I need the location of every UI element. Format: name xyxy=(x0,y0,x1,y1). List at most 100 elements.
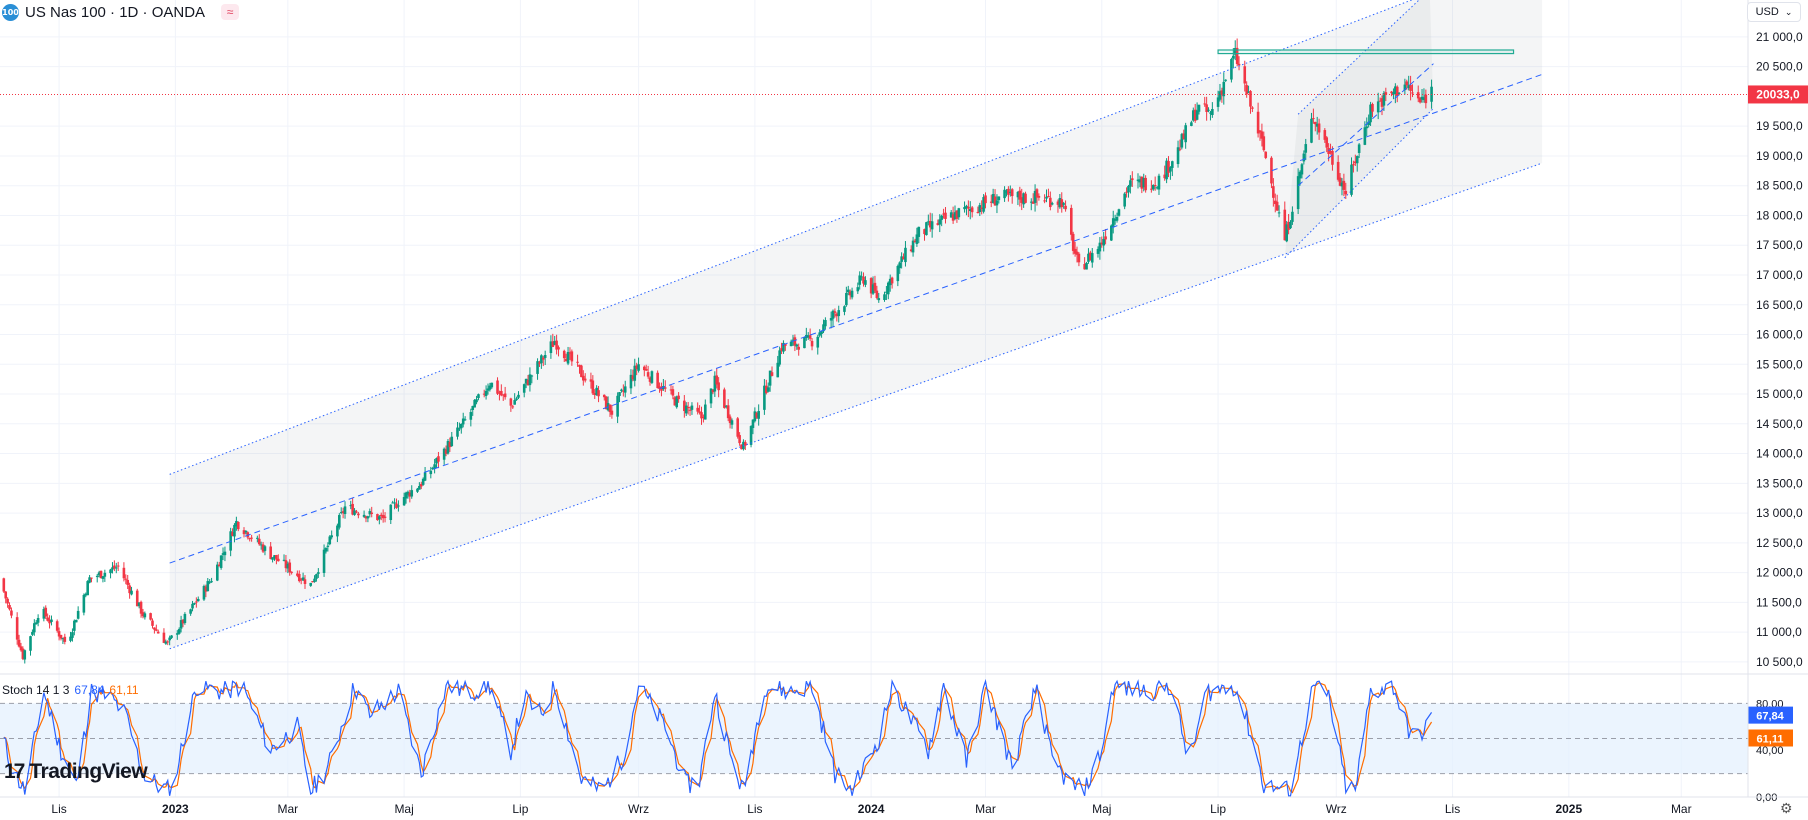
candle-body xyxy=(698,411,701,413)
tradingview-logo[interactable]: 17 TradingView xyxy=(4,760,148,784)
candle-body xyxy=(580,365,583,378)
candle-body xyxy=(1062,203,1065,205)
candle-body xyxy=(620,389,623,391)
candle-body xyxy=(886,282,890,295)
candle-body xyxy=(116,565,120,567)
symbol-legend[interactable]: 100 US Nas 100 · 1D · OANDA ≈ xyxy=(2,2,240,22)
candle-body xyxy=(1262,136,1266,151)
gear-icon[interactable]: ⚙ xyxy=(1780,800,1793,816)
trendline-drawings[interactable] xyxy=(169,0,1543,650)
candle-body xyxy=(1315,123,1319,127)
price-tick-label: 18 000,0 xyxy=(1756,208,1803,222)
candle-body xyxy=(1007,188,1010,195)
candle-body xyxy=(141,612,145,617)
candle-body xyxy=(379,514,383,517)
candle-body xyxy=(175,633,179,635)
stoch-d-value: 61,11 xyxy=(109,683,139,697)
stoch-legend[interactable]: Stoch 14 1 3 67,84 61,11 xyxy=(2,683,139,697)
candle-body xyxy=(1167,161,1170,173)
candle-body xyxy=(724,405,728,407)
candle-body xyxy=(515,398,518,400)
candle-body xyxy=(1420,96,1424,100)
candle-body xyxy=(776,362,780,378)
candle-body xyxy=(1397,92,1401,94)
candle-body xyxy=(19,646,23,651)
candle-body xyxy=(364,516,368,519)
candle-body xyxy=(793,337,797,346)
candle-body xyxy=(730,420,734,425)
candle-body xyxy=(1008,191,1012,193)
candle-body xyxy=(463,419,467,421)
candle-body xyxy=(780,348,783,351)
candle-body xyxy=(663,387,667,389)
candle-body xyxy=(1338,177,1342,186)
candle-body xyxy=(602,394,606,398)
candle-body xyxy=(795,344,799,347)
candle-body xyxy=(122,567,126,579)
candle-body xyxy=(1350,164,1353,195)
candle-body xyxy=(103,572,107,577)
time-tick-label: 2023 xyxy=(162,802,189,816)
candle-body xyxy=(273,555,276,558)
candle-body xyxy=(543,354,547,358)
candle-body xyxy=(816,336,820,348)
candle-body xyxy=(257,538,261,545)
candle-body xyxy=(595,387,598,396)
candle-body xyxy=(1310,118,1313,143)
candle-body xyxy=(183,613,187,624)
candle-body xyxy=(1329,151,1332,153)
compare-icon[interactable]: ≈ xyxy=(221,4,240,20)
candle-body xyxy=(766,387,770,392)
candle-body xyxy=(1102,239,1105,246)
candle-body xyxy=(1216,97,1220,107)
candle-body xyxy=(244,530,248,533)
candle-body xyxy=(151,620,154,626)
candle-body xyxy=(1352,164,1355,166)
candle-body xyxy=(1153,185,1157,187)
candle-body xyxy=(1277,212,1281,214)
candle-body xyxy=(1325,137,1329,148)
candle-body xyxy=(1047,196,1050,198)
candle-body xyxy=(29,636,32,651)
candle-body xyxy=(1232,55,1235,59)
candle-body xyxy=(4,591,8,599)
candle-body xyxy=(84,593,88,596)
candle-body xyxy=(1045,196,1048,199)
candle-body xyxy=(540,355,543,364)
candle-body xyxy=(419,484,423,487)
candle-body xyxy=(177,629,181,634)
currency-selector[interactable]: USD ⌄ xyxy=(1747,2,1801,22)
price-tick-label: 20 500,0 xyxy=(1756,60,1803,74)
stoch-k-tag xyxy=(1748,706,1793,724)
candle-body xyxy=(393,502,396,504)
candle-body xyxy=(511,406,515,408)
candle-body xyxy=(616,395,619,417)
symbol-title[interactable]: US Nas 100 · 1D · OANDA xyxy=(25,3,206,21)
candle-body xyxy=(435,458,438,464)
candle-body xyxy=(1258,130,1262,132)
candle-body xyxy=(1136,179,1140,182)
candle-body xyxy=(993,196,997,206)
candle-body xyxy=(351,503,354,515)
candle-body xyxy=(658,386,661,390)
candle-body xyxy=(555,340,558,350)
stoch-tick-label: 40,00 xyxy=(1756,745,1784,757)
candle-body xyxy=(589,379,593,382)
candle-body xyxy=(953,212,957,219)
candle-body xyxy=(669,389,673,391)
candle-body xyxy=(1327,147,1330,155)
candle-body xyxy=(162,632,166,643)
candle-body xyxy=(646,372,650,377)
candle-body xyxy=(1077,253,1081,263)
candle-body xyxy=(179,620,183,629)
candle-body xyxy=(48,619,51,624)
candle-body xyxy=(690,405,694,410)
candle-body xyxy=(143,613,147,618)
candle-body xyxy=(888,278,892,286)
candle-body xyxy=(1056,201,1060,205)
candle-body xyxy=(1209,112,1212,114)
price-tick-label: 19 500,0 xyxy=(1756,119,1803,133)
candle-body xyxy=(749,426,753,445)
candle-body xyxy=(469,412,473,420)
